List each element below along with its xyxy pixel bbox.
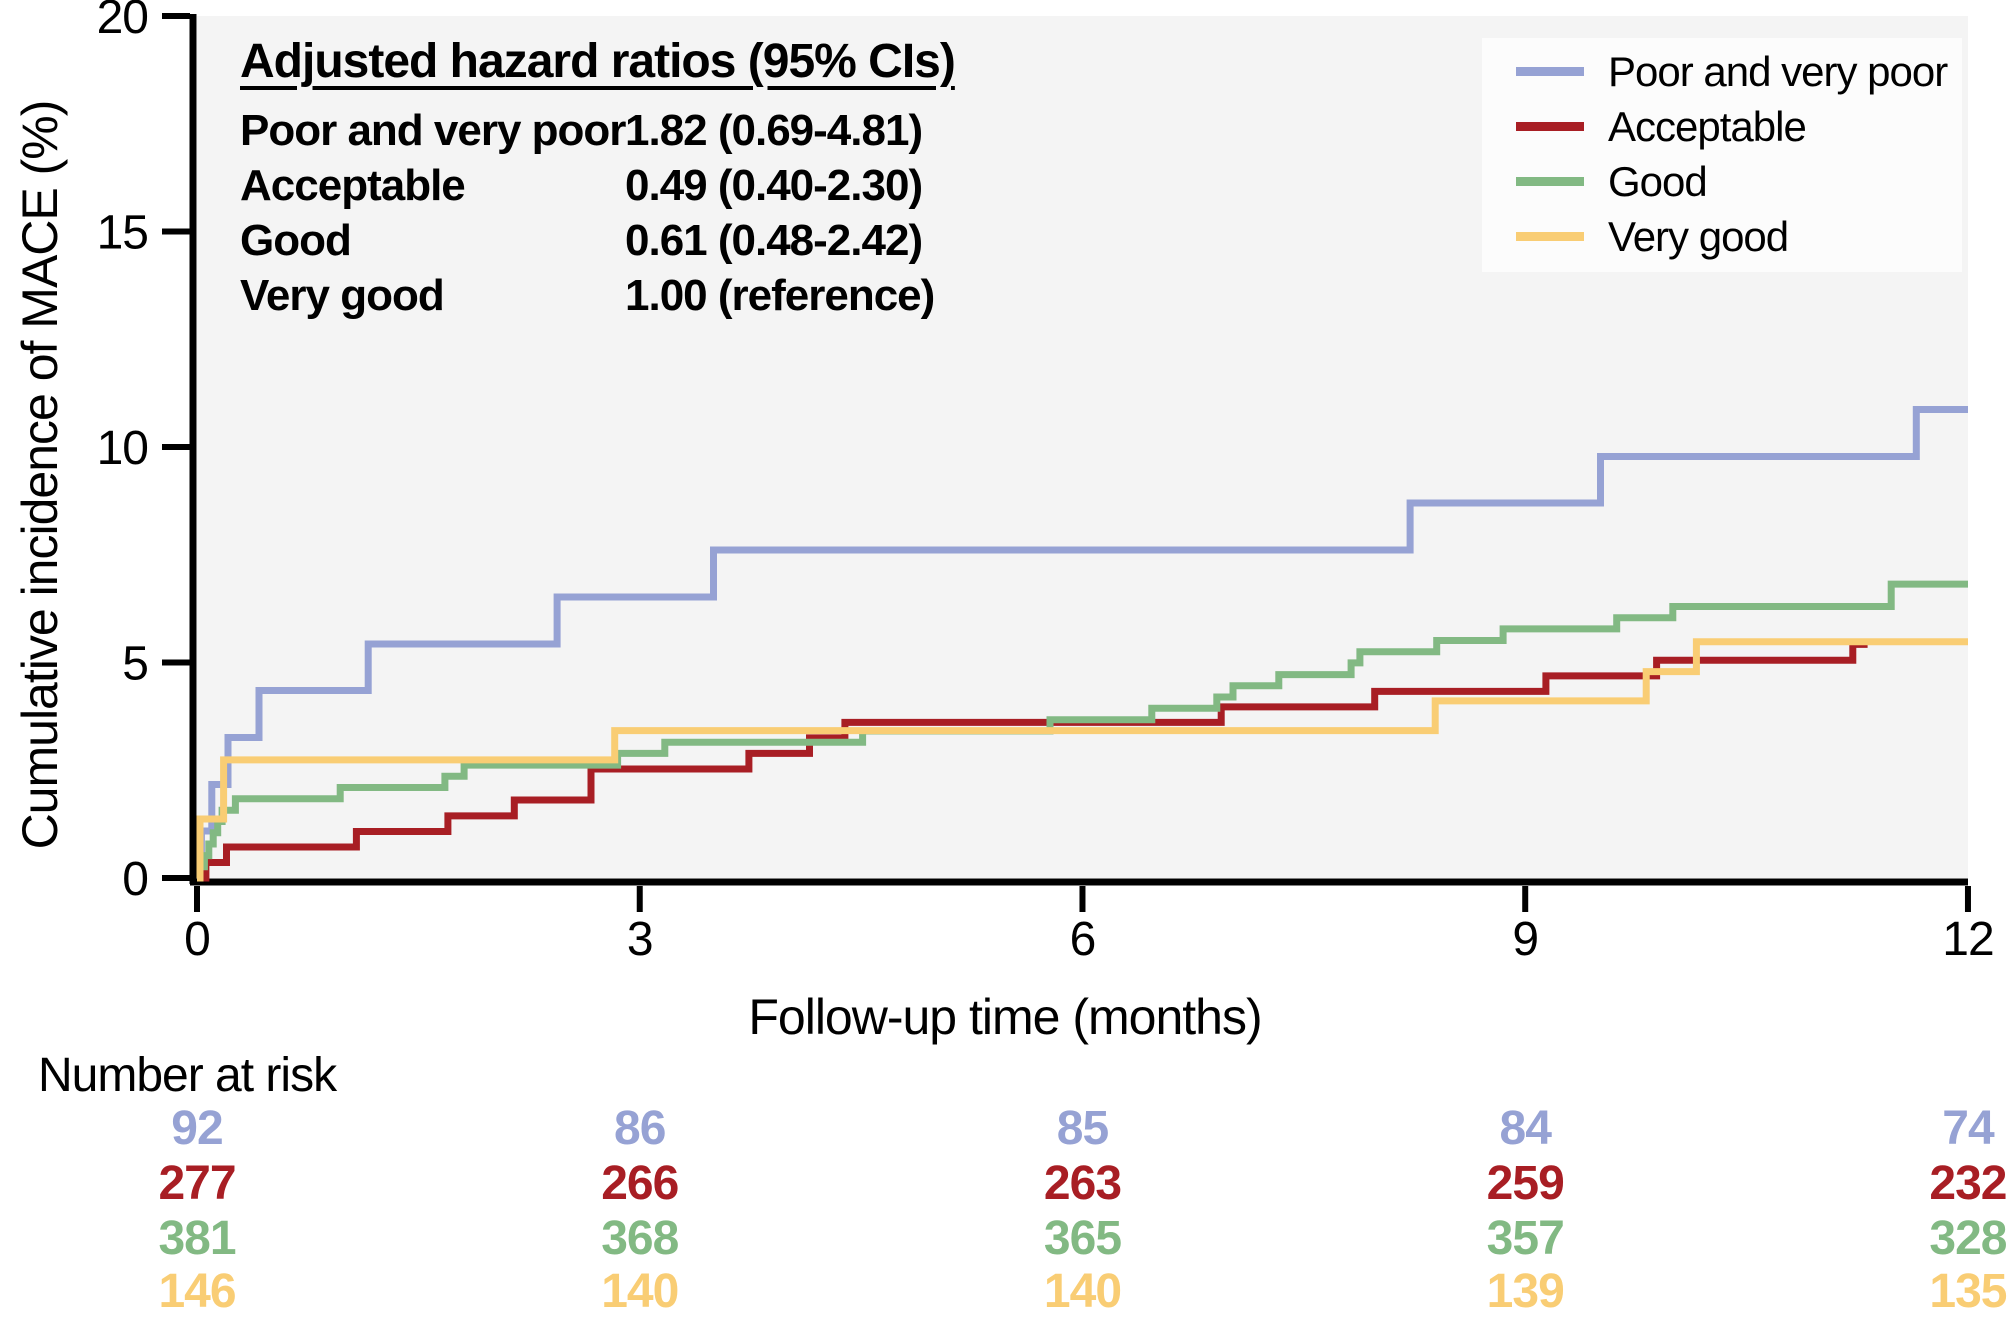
series-line-very-good (196, 638, 1968, 882)
risk-value-poor-and-very-poor: 92 (171, 1102, 222, 1155)
risk-value-good: 368 (601, 1212, 678, 1265)
risk-value-good: 365 (1044, 1212, 1121, 1265)
hazard-ratio-value: 1.00 (reference) (625, 271, 935, 320)
legend-line-swatch (1516, 177, 1584, 186)
y-tick-label: 5 (122, 638, 148, 691)
legend-label: Poor and very poor (1608, 47, 1948, 95)
hazard-ratio-row: Poor and very poor 1.82 (0.69-4.81) (240, 103, 955, 158)
hazard-ratio-value: 1.82 (0.69-4.81) (625, 106, 923, 155)
hazard-ratio-label: Very good (240, 271, 445, 320)
x-tick-label: 12 (1942, 913, 1993, 966)
legend-item: Very good (1482, 209, 1962, 264)
x-axis-title: Follow-up time (months) (748, 989, 1262, 1045)
legend-label: Acceptable (1608, 102, 1807, 150)
hazard-ratio-value: 0.61 (0.48-2.42) (625, 216, 923, 265)
hazard-ratio-row: Good 0.61 (0.48-2.42) (240, 213, 955, 268)
hazard-ratio-value: 0.49 (0.40-2.30) (625, 161, 923, 210)
y-tick-label: 10 (97, 422, 148, 475)
series-line-acceptable (197, 640, 1868, 882)
risk-value-very-good: 140 (1044, 1265, 1121, 1318)
hazard-ratio-row: Very good 1.00 (reference) (240, 268, 955, 323)
risk-value-very-good: 146 (158, 1265, 235, 1318)
risk-value-acceptable: 277 (158, 1157, 235, 1210)
x-tick-label: 9 (1512, 913, 1538, 966)
risk-value-poor-and-very-poor: 86 (614, 1102, 665, 1155)
hazard-ratio-label: Good (240, 216, 352, 265)
hazard-ratio-label: Poor and very poor (240, 106, 626, 155)
y-tick-label: 20 (97, 0, 148, 44)
risk-value-very-good: 140 (601, 1265, 678, 1318)
series-line-good (196, 580, 1968, 882)
legend-item: Good (1482, 154, 1962, 209)
x-tick-label: 6 (1070, 913, 1096, 966)
risk-value-acceptable: 266 (601, 1157, 678, 1210)
legend-label: Good (1608, 157, 1708, 205)
hazard-ratio-annotation: Adjusted hazard ratios (95% CIs) Poor an… (240, 34, 956, 323)
legend-item: Poor and very poor (1482, 44, 1962, 99)
risk-value-poor-and-very-poor: 84 (1500, 1102, 1553, 1155)
risk-value-acceptable: 263 (1044, 1157, 1121, 1210)
x-tick-label: 3 (627, 913, 653, 966)
risk-value-poor-and-very-poor: 85 (1057, 1102, 1109, 1155)
risk-value-acceptable: 259 (1487, 1157, 1564, 1210)
risk-value-very-good: 135 (1929, 1265, 2006, 1318)
legend-line-swatch (1516, 122, 1584, 131)
risk-value-good: 381 (158, 1212, 235, 1265)
y-tick-label: 0 (122, 853, 148, 906)
legend-label: Very good (1608, 212, 1789, 260)
risk-value-good: 328 (1929, 1212, 2006, 1265)
hazard-ratio-row: Acceptable 0.49 (0.40-2.30) (240, 158, 955, 213)
risk-value-very-good: 139 (1487, 1265, 1564, 1318)
hazard-ratio-label: Acceptable (240, 161, 466, 210)
y-axis-title: Cumulative incidence of MACE (%) (12, 100, 68, 850)
legend-line-swatch (1516, 67, 1584, 76)
risk-value-acceptable: 232 (1929, 1157, 2006, 1210)
series-line-poor-and-very-poor (197, 406, 1968, 882)
y-tick-label: 15 (97, 207, 148, 260)
risk-value-poor-and-very-poor: 74 (1942, 1102, 1995, 1155)
risk-value-good: 357 (1487, 1212, 1564, 1265)
x-tick-label: 0 (184, 913, 210, 966)
legend: Poor and very poor Acceptable Good Very … (1482, 38, 1962, 272)
number-at-risk-heading: Number at risk (38, 1049, 337, 1102)
legend-line-swatch (1516, 232, 1584, 241)
hazard-ratio-title: Adjusted hazard ratios (95% CIs) (240, 35, 956, 88)
legend-item: Acceptable (1482, 99, 1962, 154)
